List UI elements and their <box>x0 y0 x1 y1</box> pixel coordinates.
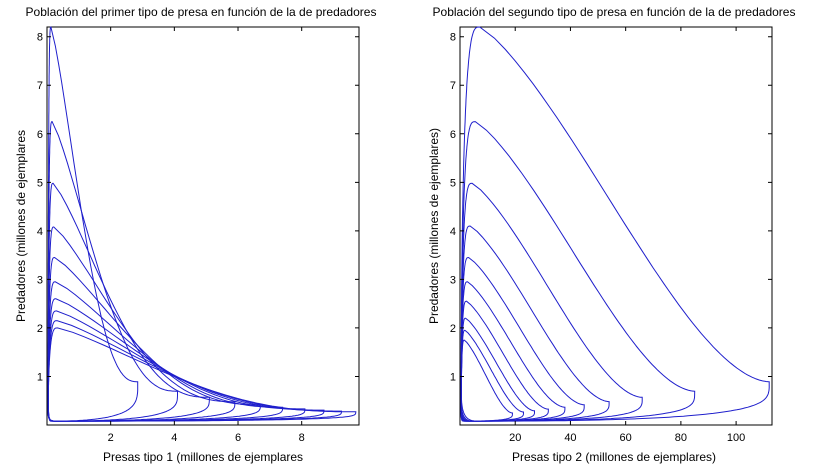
y-tick-label: 7 <box>450 80 456 92</box>
chart-left: Población del primer tipo de presa en fu… <box>14 5 376 464</box>
y-axis-label: Predadores (millones de ejemplares <box>14 130 28 322</box>
y-tick-label: 4 <box>37 226 43 238</box>
x-tick-label: 6 <box>235 432 241 444</box>
y-tick-label: 6 <box>450 129 456 141</box>
y-tick-label: 6 <box>37 129 43 141</box>
y-tick-label: 8 <box>450 32 456 44</box>
y-tick-label: 1 <box>37 371 43 383</box>
x-tick-label: 4 <box>171 432 177 444</box>
chart-title: Población del primer tipo de presa en fu… <box>26 5 377 19</box>
y-tick-label: 2 <box>37 323 43 335</box>
x-axis-label: Presas tipo 2 (millones de ejemplares) <box>512 450 716 464</box>
chart-title: Población del segundo tipo de presa en f… <box>433 5 796 19</box>
plot-area <box>46 26 360 426</box>
tick-marks: 20 40 60 80 100 1 2 3 4 5 6 7 8 <box>450 27 772 444</box>
y-axis-label: Predadores (millones de ejemplares) <box>427 128 441 324</box>
orbit-curves <box>460 26 770 422</box>
y-tick-label: 1 <box>450 371 456 383</box>
y-tick-label: 4 <box>450 226 456 238</box>
orbit-curves <box>47 26 357 422</box>
x-tick-label: 2 <box>108 432 114 444</box>
plot-area <box>459 26 773 426</box>
y-tick-label: 3 <box>37 274 43 286</box>
y-tick-label: 5 <box>37 177 43 189</box>
y-tick-label: 3 <box>450 274 456 286</box>
x-tick-label: 80 <box>675 432 687 444</box>
x-tick-label: 60 <box>620 432 632 444</box>
x-tick-label: 100 <box>727 432 745 444</box>
orbit-line <box>47 327 357 422</box>
chart-right: Población del segundo tipo de presa en f… <box>427 5 795 464</box>
orbit-line <box>460 339 514 422</box>
tick-marks: 2 4 6 8 1 2 3 4 5 6 7 8 <box>37 27 359 444</box>
x-axis-label: Presas tipo 1 (millones de ejemplares <box>103 450 303 464</box>
x-tick-label: 8 <box>299 432 305 444</box>
x-tick-label: 40 <box>564 432 576 444</box>
x-tick-label: 20 <box>509 432 521 444</box>
y-tick-label: 2 <box>450 323 456 335</box>
y-tick-label: 5 <box>450 177 456 189</box>
y-tick-label: 8 <box>37 32 43 44</box>
y-tick-label: 7 <box>37 80 43 92</box>
